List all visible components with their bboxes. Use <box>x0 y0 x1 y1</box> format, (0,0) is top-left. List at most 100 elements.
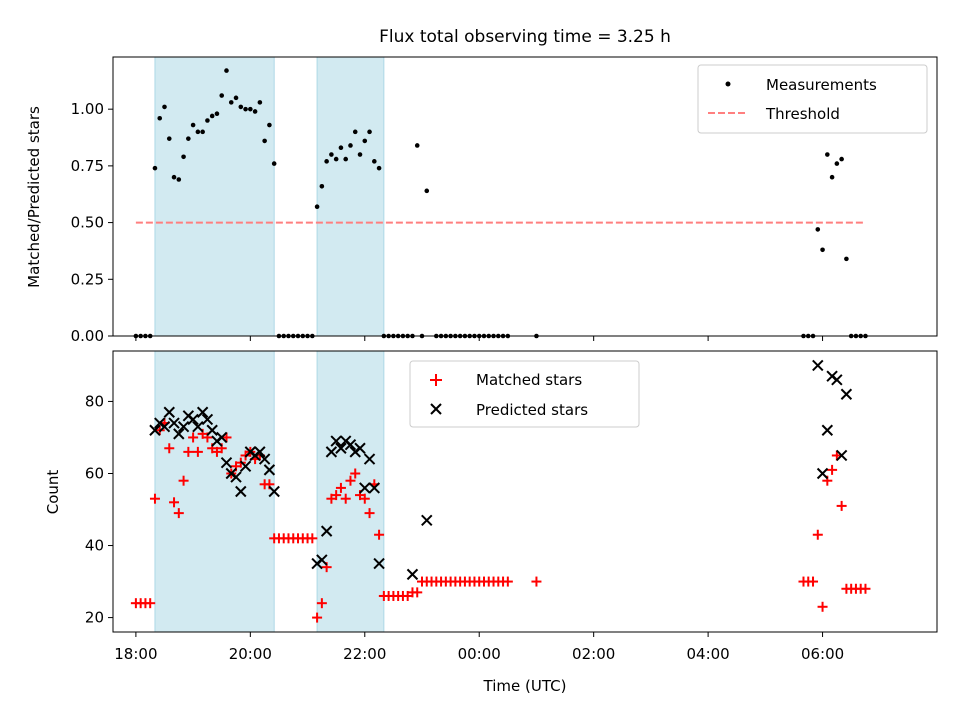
predicted-star-point <box>177 420 190 433</box>
measurement-point <box>372 159 377 164</box>
measurement-point <box>414 143 420 148</box>
y-tick-label: 0.75 <box>71 157 104 175</box>
predicted-star-point <box>421 514 433 527</box>
x-axis-label: Time (UTC) <box>483 677 567 695</box>
measurement-point <box>262 138 267 144</box>
predicted-star-point <box>330 435 342 447</box>
predicted-star-point <box>201 413 214 426</box>
predicted-star-point <box>187 413 199 426</box>
measurement-point <box>181 154 186 160</box>
measurement-point <box>376 165 382 171</box>
predicted-star-point <box>196 406 209 418</box>
y-tick-label: 0.50 <box>71 214 104 232</box>
predicted-star-point <box>363 453 376 465</box>
matched-star-point <box>188 432 199 443</box>
shaded-interval <box>316 56 385 337</box>
axes-frame-top <box>112 56 938 337</box>
x-ticks-top <box>135 336 824 341</box>
y-ticks-top: 0.00 0.25 0.50 0.75 1.00 <box>71 100 113 345</box>
predicted-star-point <box>263 464 276 476</box>
x-tick-label: 04:00 <box>686 645 729 663</box>
predicted-star-point <box>373 557 385 570</box>
matched-star-point <box>316 598 327 609</box>
matched-star-point <box>145 598 156 609</box>
x-tick-label: 22:00 <box>343 645 386 663</box>
measurement-point <box>352 129 358 135</box>
measurement-point <box>367 129 372 135</box>
axes-frame-bottom <box>112 350 938 633</box>
y-tick-label: 0.25 <box>71 270 104 288</box>
measurement-point <box>338 145 344 151</box>
x-tick-label: 20:00 <box>229 645 272 663</box>
matched-star-point <box>178 475 189 486</box>
panel-counts: 20 40 60 80 18:00 20:00 22:00 00:00 02:00 04:00 0… <box>44 350 938 695</box>
measurement-point <box>243 106 248 112</box>
x-tick-label: 18:00 <box>114 645 157 663</box>
shaded-intervals-top <box>154 56 385 337</box>
matched-star-point <box>359 493 370 504</box>
measurement-point <box>839 156 844 162</box>
measurement-point <box>190 122 196 128</box>
measurement-point <box>333 156 339 162</box>
measurement-point <box>166 136 172 141</box>
legend-frame-top <box>697 64 928 134</box>
predicted-star-point <box>206 424 218 436</box>
predicted-star-point <box>254 446 266 458</box>
predicted-star-point <box>230 471 242 483</box>
measurement-point <box>348 143 353 148</box>
measurement-point <box>214 111 220 117</box>
legend-bottom: Matched stars Predicted stars <box>409 360 640 428</box>
predicted-star-point <box>320 525 333 537</box>
predicted-star-point <box>344 438 357 451</box>
panel-ratio: 0.00 0.25 0.50 0.75 1.00 Matched/Predicted s… <box>25 56 938 345</box>
legend-marker-matched <box>430 374 442 386</box>
measurement-point <box>267 122 272 128</box>
measurement-point <box>324 159 329 164</box>
measurement-point <box>171 174 177 180</box>
predicted-star-point <box>235 485 247 498</box>
matched-star-point <box>808 576 819 587</box>
matched-star-point <box>812 529 823 540</box>
legend-marker-measurements <box>725 81 731 87</box>
measurement-point <box>209 113 215 119</box>
matched-star-point <box>312 612 323 623</box>
matched-star-point <box>502 576 513 587</box>
predicted-star-point <box>216 431 228 444</box>
predicted-star-point <box>821 424 834 436</box>
measurement-point <box>205 118 210 123</box>
measurement-point <box>186 136 191 141</box>
predicted-star-point <box>812 359 824 372</box>
legend-label-measurements: Measurements <box>766 76 877 94</box>
predicted-star-point <box>831 374 843 386</box>
measurement-point <box>357 152 363 157</box>
y-tick-label: 80 <box>85 392 104 410</box>
measurement-point <box>228 100 234 105</box>
matched-star-point <box>331 490 342 501</box>
measurement-point <box>162 104 167 110</box>
x-ticks-bottom: 18:00 20:00 22:00 00:00 02:00 04:00 06:00 <box>114 632 844 663</box>
predicted-star-point <box>406 568 419 581</box>
predicted-star-point <box>173 428 185 440</box>
matched-star-point <box>531 576 542 587</box>
matched-star-point <box>335 482 346 493</box>
shaded-interval <box>154 56 275 337</box>
predicted-star-point <box>149 424 161 436</box>
measurement-point <box>834 161 840 166</box>
x-tick-label: 02:00 <box>572 645 615 663</box>
legend-label-threshold: Threshold <box>765 105 840 123</box>
predicted-star-point <box>359 482 371 494</box>
measurement-point <box>224 68 229 73</box>
measurement-point <box>815 227 821 232</box>
measurement-point <box>252 109 258 114</box>
measurement-point <box>362 138 368 144</box>
measurement-point <box>233 95 239 101</box>
predicted-star-point <box>220 456 233 469</box>
measurement-point <box>152 165 158 171</box>
predicted-star-point <box>316 554 328 566</box>
predicted-star-point <box>368 482 381 494</box>
y-tick-label: 20 <box>85 609 104 627</box>
plot-content-bottom <box>130 359 871 623</box>
y-ticks-bottom: 20 40 60 80 <box>85 392 113 627</box>
matched-star-point <box>860 583 871 594</box>
